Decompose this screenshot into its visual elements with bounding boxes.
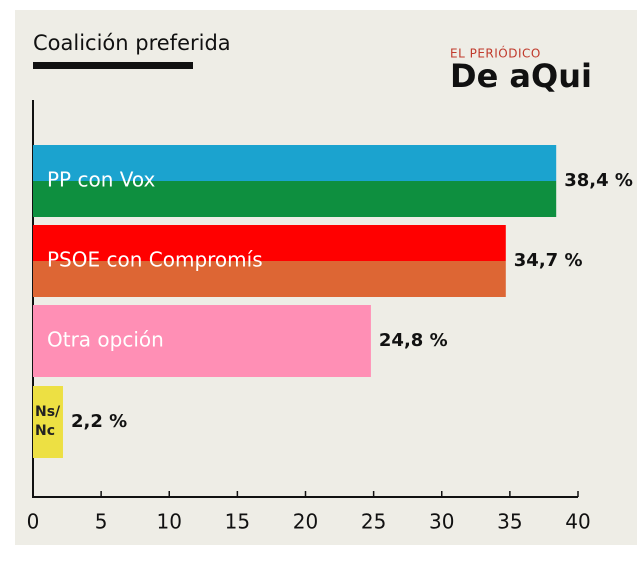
bar-segment (33, 181, 557, 217)
bar-segment (33, 145, 557, 181)
x-tick-label: 25 (361, 510, 386, 534)
bar-segment (33, 305, 371, 377)
x-tick-label: 15 (225, 510, 250, 534)
value-label: 24,8 % (379, 330, 448, 351)
x-tick-label: 30 (429, 510, 454, 534)
value-label: 38,4 % (564, 170, 633, 191)
x-tick-label: 5 (95, 510, 108, 534)
bar (33, 145, 557, 217)
chart-title: Coalición preferida (33, 31, 231, 55)
x-tick-label: 10 (157, 510, 182, 534)
x-tick-label: 0 (27, 510, 40, 534)
logo-bottom: De aQui (450, 57, 592, 95)
bar-segment (33, 386, 63, 458)
x-tick-label: 40 (565, 510, 590, 534)
category-label: Ns/ (35, 404, 61, 420)
category-label: Nc (35, 423, 55, 439)
category-label: Otra opción (47, 328, 164, 352)
bar-segment (33, 261, 506, 297)
bar (33, 305, 371, 377)
x-tick-label: 35 (497, 510, 522, 534)
value-label: 34,7 % (514, 250, 583, 271)
bar-segment (33, 225, 506, 261)
value-label: 2,2 % (71, 411, 127, 432)
category-label: PP con Vox (47, 168, 155, 192)
logo-top: EL PERIÓDICO (450, 46, 541, 61)
title-underline (33, 62, 193, 69)
bar (33, 386, 63, 458)
x-tick-label: 20 (293, 510, 318, 534)
bar (33, 225, 506, 297)
category-label: PSOE con Compromís (47, 248, 263, 272)
